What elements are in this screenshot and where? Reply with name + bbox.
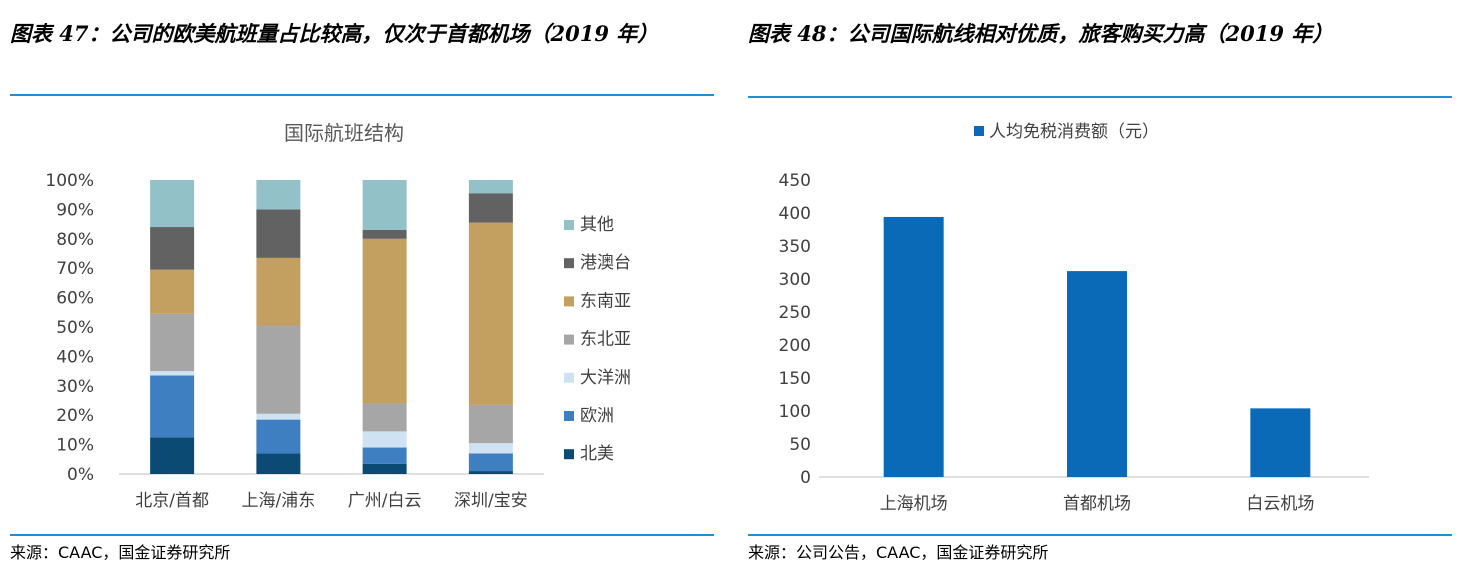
legend-label: 其他 [580,215,614,235]
source-note: 来源：CAAC，国金证券研究所 [10,543,231,562]
x-tick-label: 北京/首都 [135,491,209,511]
chart-title: 国际航班结构 [284,121,404,145]
bar-segment-港澳台 [256,209,301,258]
bar-segment-大洋洲 [256,413,301,420]
legend-label: 东北亚 [580,330,631,350]
x-tick-label: 白云机场 [1246,494,1314,514]
bar-segment-北美 [150,437,195,474]
duty-free-spend-chart: 人均免税消费额（元） 0 50 100 150 200 250 300 350 400 450 上海机… [759,98,1399,532]
legend-swatch [564,334,574,345]
legend-swatch [974,126,984,136]
legend-swatch [564,411,574,421]
y-tick-label: 80% [56,230,94,250]
legend-label: 北美 [580,444,614,464]
bar-首都机场 [1067,271,1127,477]
bar-segment-欧洲 [256,419,301,454]
y-tick-label: 250 [779,303,811,323]
x-tick-label: 上海/浦东 [242,491,316,511]
bar-segment-东南亚 [362,238,407,404]
y-tick-label: 0 [800,468,811,488]
bar-segment-东北亚 [150,313,195,372]
bottom-rule [10,534,714,536]
y-tick-label: 0% [67,465,94,485]
right-panel: 图表 48：公司国际航线相对优质，旅客购买力高（2019 年） 人均免税消费额（… [745,0,1462,573]
y-tick-label: 100 [779,402,811,422]
bar-segment-其他 [362,180,407,230]
bar-segment-其他 [256,180,301,210]
legend-swatch [564,296,574,307]
bar-segment-东南亚 [468,222,513,405]
bar-上海机场 [883,216,944,477]
y-tick-label: 200 [779,336,811,356]
bar-segment-欧洲 [362,447,407,464]
legend-swatch [564,220,574,230]
top-rule [748,96,1452,98]
bar-segment-欧洲 [150,375,195,438]
bottom-rule [748,534,1452,536]
y-tick-label: 40% [56,347,94,367]
figure-47-title: 图表 47：公司的欧美航班量占比较高，仅次于首都机场（2019 年） [10,21,659,46]
figure-48-title: 图表 48：公司国际航线相对优质，旅客购买力高（2019 年） [748,21,1334,46]
bar-segment-东北亚 [362,403,407,432]
bar-chart: 人均免税消费额（元） 0 50 100 150 200 250 300 350 400 450 上海机… [779,122,1369,514]
bar-segment-大洋洲 [150,371,195,376]
y-tick-label: 60% [56,289,94,309]
y-tick-label: 20% [56,406,94,426]
x-tick-label: 广州/白云 [348,491,422,511]
x-tick-label: 首都机场 [1063,494,1131,514]
intl-flight-structure-chart: 国际航班结构 0% 10% 20% 30% 40% 50% 60% 70% 80% 90% 100% 北… [24,96,664,532]
top-rule [10,94,714,96]
legend-label: 大洋洲 [580,368,631,388]
bar-segment-北美 [468,471,513,474]
y-tick-label: 100% [45,171,94,191]
left-panel: 图表 47：公司的欧美航班量占比较高，仅次于首都机场（2019 年） 国际航班结… [0,0,716,573]
bar-segment-东北亚 [468,404,513,444]
bar-segment-大洋洲 [362,431,407,448]
y-tick-label: 50% [56,318,94,338]
legend-swatch [564,372,574,383]
legend-label: 欧洲 [580,406,614,426]
bar-segment-东北亚 [256,325,301,414]
legend-swatch [564,449,574,460]
y-tick-label: 350 [779,237,811,257]
y-tick-label: 150 [779,369,811,389]
bar-segment-东南亚 [150,269,195,314]
bar-segment-其他 [150,180,195,228]
y-tick-label: 400 [779,204,811,224]
bar-白云机场 [1250,408,1311,477]
legend-label: 人均免税消费额（元） [989,122,1159,142]
bar-segment-港澳台 [468,193,513,223]
bar-segment-北美 [256,453,301,474]
y-tick-label: 10% [56,436,94,456]
y-tick-label: 450 [779,171,811,191]
legend-label: 港澳台 [580,253,631,273]
bar-segment-港澳台 [362,229,407,239]
x-tick-label: 上海机场 [880,494,948,514]
y-tick-label: 50 [789,435,811,455]
y-tick-label: 90% [56,200,94,220]
legend-label: 东南亚 [580,291,631,311]
source-note: 来源：公司公告，CAAC，国金证券研究所 [748,543,1049,562]
x-tick-label: 深圳/宝安 [454,491,528,511]
bar-segment-大洋洲 [468,443,513,454]
bar-segment-东南亚 [256,257,301,326]
bar-segment-北美 [362,463,407,474]
bar-segment-港澳台 [150,227,195,270]
stacked-bar-chart: 国际航班结构 0% 10% 20% 30% 40% 50% 60% 70% 80% 90% 100% 北… [45,121,631,511]
legend-swatch [564,258,574,269]
y-tick-label: 30% [56,377,94,397]
y-tick-label: 70% [56,259,94,279]
bar-segment-欧洲 [468,453,513,472]
bar-segment-其他 [468,180,513,194]
y-tick-label: 300 [779,270,811,290]
